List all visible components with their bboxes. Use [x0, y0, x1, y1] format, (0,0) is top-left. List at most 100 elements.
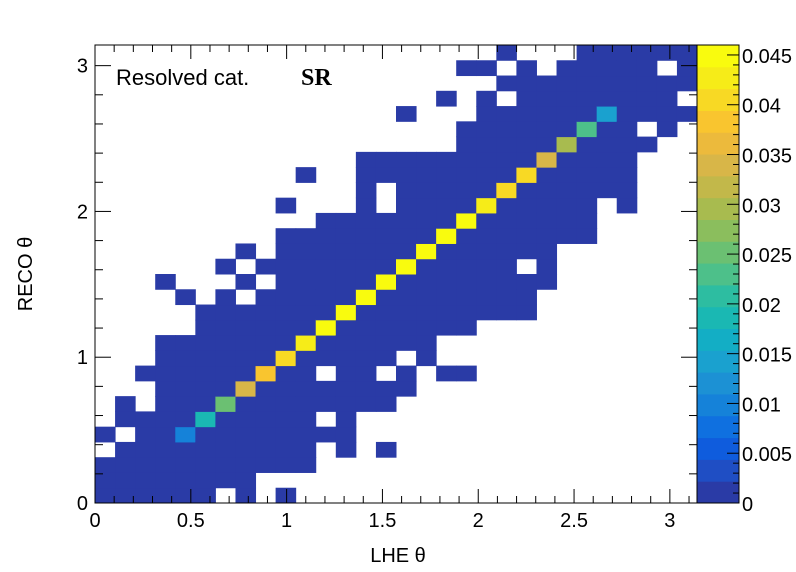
heatmap-cell — [476, 228, 497, 244]
heatmap-cell — [416, 289, 437, 306]
heatmap-cell — [115, 411, 136, 428]
heatmap-cell — [155, 457, 176, 473]
heatmap-cell — [396, 335, 417, 351]
heatmap-cell — [215, 396, 236, 412]
heatmap-cell — [315, 304, 337, 321]
heatmap-cell — [616, 45, 638, 61]
heatmap-cell — [355, 396, 377, 412]
heatmap-cell — [315, 335, 337, 351]
heatmap-cell — [576, 182, 598, 199]
heatmap-cell — [456, 289, 477, 306]
heatmap-cell — [335, 365, 357, 382]
heatmap-cell — [275, 487, 297, 504]
z-tick-label: 0.02 — [742, 295, 781, 317]
heatmap-cell — [335, 396, 357, 412]
heatmap-cell — [215, 289, 236, 306]
heatmap-cell — [195, 396, 216, 412]
heatmap-cell — [155, 365, 176, 382]
palette-swatch — [697, 459, 739, 482]
heatmap-cell — [215, 411, 236, 428]
heatmap-cell — [456, 182, 477, 199]
heatmap-cell — [496, 106, 517, 122]
heatmap-cell — [496, 228, 517, 244]
palette-swatch — [697, 241, 739, 264]
palette-swatch — [697, 328, 739, 351]
heatmap-cell — [536, 243, 558, 260]
heatmap-cell — [375, 289, 397, 306]
palette-swatch — [697, 372, 739, 395]
heatmap-cell — [295, 258, 317, 275]
heatmap-cell — [375, 167, 397, 183]
heatmap-cell — [375, 335, 397, 351]
heatmap-cell — [676, 106, 698, 122]
heatmap-cell — [416, 167, 437, 183]
heatmap-cell — [396, 289, 417, 306]
heatmap-cell — [596, 45, 618, 61]
heatmap-cell — [656, 121, 678, 138]
heatmap-cell — [255, 441, 277, 458]
heatmap-cell — [496, 75, 517, 92]
heatmap-cell — [616, 167, 638, 183]
x-tick-label: 0 — [89, 510, 100, 532]
heatmap-cell — [115, 396, 136, 412]
heatmap-cell — [375, 380, 397, 397]
heatmap-cell — [396, 106, 417, 122]
heatmap-cell — [315, 212, 337, 229]
heatmap-cell — [556, 182, 578, 199]
y-tick-label: 1 — [77, 347, 88, 369]
z-tick-label: 0.015 — [742, 345, 792, 367]
palette-swatch — [697, 481, 739, 504]
heatmap-cell — [436, 212, 457, 229]
palette-swatch — [697, 219, 739, 242]
heatmap-cell — [476, 136, 497, 153]
heatmap-cells — [95, 45, 698, 504]
heatmap-cell — [636, 90, 658, 107]
heatmap-cell — [295, 380, 317, 397]
heatmap-cell — [556, 75, 578, 92]
heatmap-cell — [576, 228, 598, 244]
heatmap-cell — [175, 350, 196, 367]
heatmap-cell — [436, 182, 457, 199]
heatmap-cell — [215, 304, 236, 321]
heatmap-cell — [115, 457, 136, 473]
heatmap-cell — [295, 304, 317, 321]
y-tick-label: 3 — [77, 56, 88, 78]
heatmap-cell — [255, 380, 277, 397]
heatmap-cell — [556, 136, 578, 153]
heatmap-cell — [235, 350, 257, 367]
heatmap-cell — [496, 45, 517, 61]
heatmap-cell — [496, 167, 517, 183]
heatmap-cell — [115, 472, 136, 489]
heatmap-cell — [556, 60, 578, 77]
heatmap-cell — [556, 167, 578, 183]
heatmap-cell — [476, 212, 497, 229]
heatmap-cell — [275, 441, 297, 458]
heatmap-cell — [235, 365, 257, 382]
annotation-category: Resolved cat. — [116, 65, 249, 90]
heatmap-cell — [496, 136, 517, 153]
z-tick-label: 0.005 — [742, 444, 792, 466]
heatmap-cell — [596, 121, 618, 138]
heatmap-cell — [255, 350, 277, 367]
z-tick-label: 0.045 — [742, 46, 792, 68]
heatmap-cell — [616, 151, 638, 168]
heatmap-cell — [456, 197, 477, 214]
heatmap-cell — [275, 319, 297, 336]
heatmap-cell — [416, 228, 437, 244]
heatmap-cell — [436, 258, 457, 275]
heatmap-cell — [436, 274, 457, 290]
heatmap-cell — [516, 212, 537, 229]
heatmap-cell — [135, 441, 156, 458]
annotation-region: SR — [301, 65, 332, 91]
heatmap-cell — [155, 396, 176, 412]
palette-swatch — [697, 415, 739, 439]
heatmap-cell — [516, 274, 537, 290]
heatmap-cell — [556, 197, 578, 214]
heatmap-cell — [616, 60, 638, 77]
heatmap-cell — [335, 304, 357, 321]
heatmap-cell — [355, 380, 377, 397]
heatmap-cell — [195, 441, 216, 458]
heatmap-cell — [516, 60, 537, 77]
palette-swatch — [697, 175, 739, 199]
heatmap-cell — [195, 350, 216, 367]
